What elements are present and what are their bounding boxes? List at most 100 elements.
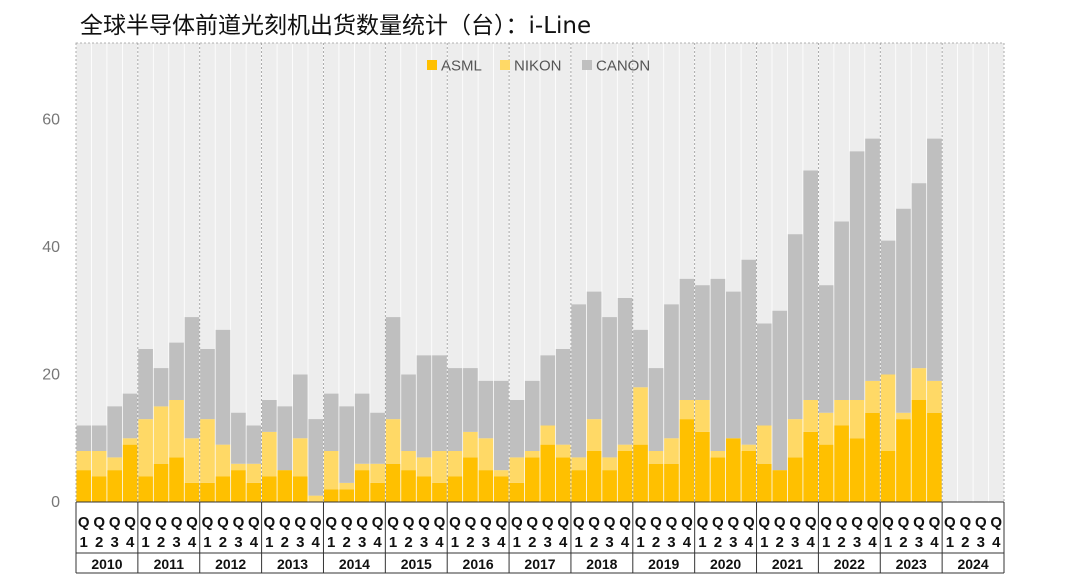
y-tick-label: 40: [42, 239, 60, 256]
bar-nikon: [648, 451, 664, 464]
quarter-prefix-label: Q: [279, 514, 291, 531]
quarter-number-label: 1: [389, 534, 397, 551]
plot-border: [75, 42, 1005, 503]
quarter-prefix-label: Q: [635, 514, 647, 531]
bar-nikon: [695, 400, 710, 432]
quarter-number-label: 3: [977, 534, 985, 551]
bar-nikon: [849, 400, 865, 439]
legend-swatch-nikon: [500, 60, 510, 70]
bar-canon: [184, 317, 200, 439]
bar-nikon: [664, 438, 679, 464]
bar-nikon: [432, 451, 447, 483]
bar-canon: [478, 380, 494, 439]
quarter-number-label: 1: [822, 534, 830, 551]
bar-canon: [524, 380, 540, 451]
bar-canon: [571, 304, 586, 458]
year-label: 2012: [215, 556, 246, 572]
bar-asml: [617, 451, 633, 502]
quarter-prefix-label: Q: [619, 514, 631, 531]
legend-label-canon: CANON: [596, 58, 650, 75]
bar-nikon: [865, 380, 880, 413]
bar-canon: [726, 291, 741, 439]
quarter-band: [91, 43, 107, 502]
quarter-number-label: 2: [95, 534, 103, 551]
quarter-backgrounds: [76, 43, 1004, 502]
quarter-prefix-label: Q: [217, 514, 229, 531]
quarter-prefix-label: Q: [789, 514, 801, 531]
bar-canon: [509, 400, 525, 458]
quarter-prefix-label: Q: [78, 514, 90, 531]
quarter-number-label: 3: [110, 534, 118, 551]
bar-canon: [447, 368, 463, 451]
bar-nikon: [292, 438, 308, 477]
bar-canon: [540, 355, 556, 426]
quarter-prefix-label: Q: [820, 514, 832, 531]
bar-canon: [370, 412, 385, 464]
quarter-number-label: 3: [296, 534, 304, 551]
bar-nikon: [633, 387, 648, 445]
bar-asml: [772, 470, 788, 502]
quarter-number-label: 4: [497, 534, 506, 551]
plot-frame: [75, 42, 1005, 503]
bar-asml: [292, 476, 308, 502]
quarter-number-label: 1: [574, 534, 582, 551]
bar-canon: [664, 304, 679, 439]
quarter-prefix-label: Q: [959, 514, 971, 531]
bar-nikon: [710, 451, 726, 458]
bar-asml: [803, 431, 818, 502]
y-tick-label: 20: [42, 367, 60, 384]
bar-asml: [323, 489, 339, 502]
bar-asml: [215, 476, 231, 502]
bar-canon: [308, 419, 324, 496]
bar-asml: [494, 476, 509, 502]
quarter-band: [262, 43, 277, 502]
bar-canon: [865, 138, 880, 381]
quarter-prefix-label: Q: [851, 514, 863, 531]
quarter-band: [509, 43, 525, 502]
bar-canon: [710, 278, 726, 451]
quarter-band: [973, 43, 989, 502]
bar-asml: [865, 412, 880, 502]
y-tick-label: 0: [51, 494, 60, 511]
quarter-number-label: 2: [899, 534, 907, 551]
quarter-number-label: 2: [528, 534, 536, 551]
quarter-band: [988, 43, 1004, 502]
bar-canon: [292, 374, 308, 439]
bar-canon: [277, 406, 293, 471]
bar-asml: [370, 482, 385, 502]
bar-canon: [262, 400, 277, 432]
bar-canon: [138, 349, 153, 420]
quarter-band: [231, 43, 246, 502]
bar-nikon: [246, 463, 262, 483]
quarter-number-label: 3: [544, 534, 552, 551]
year-label: 2019: [648, 556, 679, 572]
quarter-prefix-label: Q: [604, 514, 616, 531]
year-label: 2016: [463, 556, 494, 572]
bar-nikon: [803, 400, 818, 432]
bar-asml: [679, 419, 695, 502]
bar-asml: [231, 470, 246, 502]
quarter-number-label: 4: [868, 534, 877, 551]
quarter-number-label: 2: [342, 534, 350, 551]
bar-canon: [91, 425, 107, 451]
bar-series: [76, 138, 942, 502]
quarter-prefix-label: Q: [372, 514, 384, 531]
quarter-number-label: 2: [404, 534, 412, 551]
bar-asml: [262, 476, 277, 502]
bar-nikon: [586, 419, 602, 451]
quarter-band: [277, 43, 293, 502]
quarter-number-label: 4: [126, 534, 135, 551]
bar-canon: [927, 138, 942, 381]
bar-nikon: [200, 419, 215, 483]
bar-asml: [401, 470, 416, 502]
bar-canon: [215, 329, 231, 445]
quarter-number-label: 1: [760, 534, 768, 551]
quarter-prefix-label: Q: [573, 514, 585, 531]
bar-canon: [107, 406, 122, 458]
bar-asml: [463, 457, 478, 502]
y-axis: 0 20 40 60: [42, 112, 60, 512]
quarter-number-label: 3: [791, 534, 799, 551]
year-label: 2013: [277, 556, 308, 572]
bar-canon: [339, 406, 354, 483]
quarter-band: [339, 43, 354, 502]
